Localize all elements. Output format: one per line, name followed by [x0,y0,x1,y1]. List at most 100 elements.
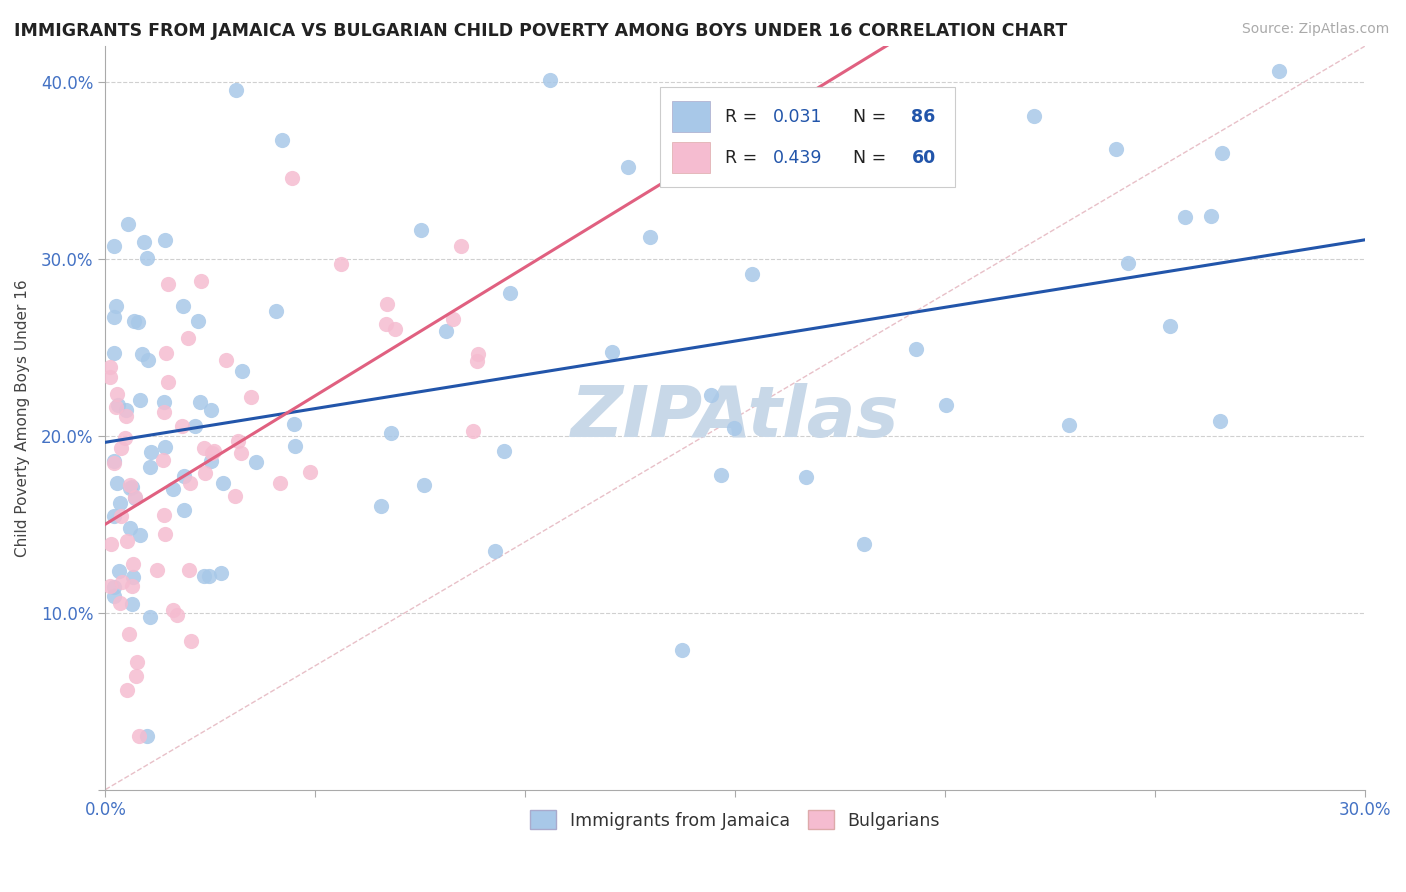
Point [723,421,745,435]
Point [118,481,141,495]
Point [200,446,222,460]
Text: 0.031: 0.031 [773,108,823,126]
Point [122,314,145,328]
Point [153,441,176,455]
Legend: Immigrants from Jamaica, Bulgarians: Immigrants from Jamaica, Bulgarians [523,804,948,837]
Point [617,160,640,174]
Point [173,468,195,483]
Point [412,478,434,492]
Point [120,521,142,535]
Point [153,394,176,409]
Point [122,570,145,584]
Point [370,499,392,513]
Point [492,444,515,458]
Point [202,443,225,458]
Point [111,574,134,589]
Point [124,669,146,683]
Point [179,475,201,490]
Point [118,627,141,641]
Point [281,171,304,186]
Point [710,468,733,483]
Point [128,527,150,541]
Point [226,434,249,448]
Point [138,610,160,624]
Point [135,730,157,744]
Point [193,441,215,455]
Point [166,607,188,622]
Point [375,297,398,311]
Point [117,217,139,231]
Text: N =: N = [842,108,891,126]
Point [153,405,176,419]
Point [224,489,246,503]
Point [239,390,262,404]
Point [329,257,352,271]
Point [700,387,723,401]
Bar [672,101,710,132]
Text: Source: ZipAtlas.com: Source: ZipAtlas.com [1241,22,1389,37]
Point [484,543,506,558]
Point [215,353,238,368]
Point [153,526,176,541]
Point [463,424,485,438]
Point [121,597,143,611]
Point [935,398,957,412]
Point [103,454,125,468]
Point [1105,142,1128,156]
Point [170,419,193,434]
Point [1199,210,1222,224]
Text: IMMIGRANTS FROM JAMAICA VS BULGARIAN CHILD POVERTY AMONG BOYS UNDER 16 CORRELATI: IMMIGRANTS FROM JAMAICA VS BULGARIAN CHI… [14,22,1067,40]
Point [107,398,129,412]
Point [162,602,184,616]
Point [114,431,136,445]
Point [103,509,125,524]
Point [103,456,125,470]
Point [127,315,149,329]
Point [121,578,143,592]
Point [852,537,875,551]
Point [122,557,145,571]
Point [245,455,267,469]
Point [1209,414,1232,428]
Bar [672,142,710,173]
Point [600,344,623,359]
Point [467,347,489,361]
Point [434,324,457,338]
Point [100,537,122,551]
Point [188,394,211,409]
Point [796,470,818,484]
Point [741,267,763,281]
Point [441,311,464,326]
Point [136,353,159,368]
Text: 86: 86 [911,108,935,126]
Point [139,459,162,474]
Point [110,508,132,523]
Point [121,480,143,494]
Point [103,239,125,253]
Point [103,590,125,604]
Text: 0.439: 0.439 [773,149,823,167]
Point [194,466,217,480]
Point [173,503,195,517]
Point [139,445,162,459]
Point [103,580,125,594]
Point [105,401,128,415]
Point [124,490,146,504]
Point [103,310,125,325]
Point [1057,418,1080,433]
Point [638,230,661,244]
Point [115,403,138,417]
Point [271,133,294,147]
Point [284,438,307,452]
Text: R =: R = [725,149,763,167]
Point [180,634,202,648]
Point [98,360,121,375]
Point [269,476,291,491]
Point [177,563,200,577]
Point [105,475,128,490]
Point [156,375,179,389]
Point [384,322,406,336]
Point [172,300,194,314]
Point [465,354,488,368]
Point [131,347,153,361]
